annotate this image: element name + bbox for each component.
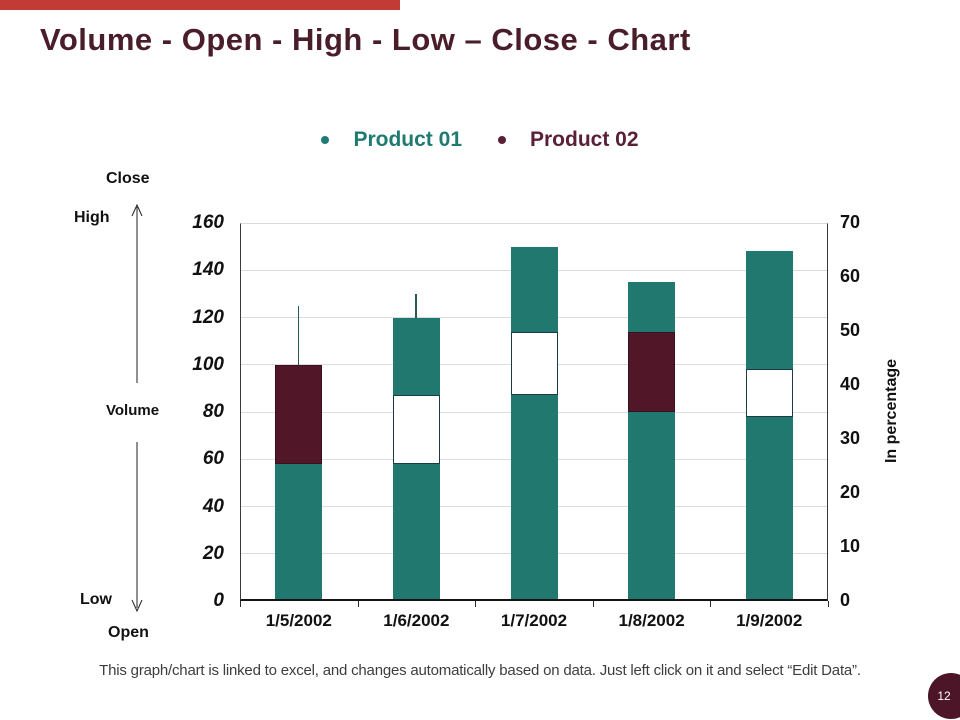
low-label: Low xyxy=(80,591,112,608)
left-axis-tick-label: 60 xyxy=(202,448,224,470)
x-axis-tick xyxy=(240,601,241,607)
x-axis-category-label: 1/7/2002 xyxy=(500,611,568,630)
left-axis-tick-label: 100 xyxy=(192,353,224,375)
right-axis-tick-label: 40 xyxy=(840,374,861,394)
candle-body-down xyxy=(275,364,323,464)
candle-wick xyxy=(297,305,300,365)
right-axis-tick-label: 10 xyxy=(840,536,861,556)
right-axis-tick-label: 0 xyxy=(840,590,851,610)
left-axis-tick-label: 160 xyxy=(192,212,224,233)
x-axis-category-label: 1/8/2002 xyxy=(618,611,685,630)
plot-area[interactable] xyxy=(240,223,828,601)
volume-column xyxy=(510,246,558,600)
up-arrow-icon xyxy=(131,203,143,383)
high-label: High xyxy=(74,209,110,226)
x-axis-category-label: 1/9/2002 xyxy=(736,611,803,630)
open-label: Open xyxy=(108,624,149,641)
legend-item: Product 01 xyxy=(321,128,462,152)
x-axis-tick xyxy=(710,601,712,607)
page-number: 12 xyxy=(937,689,951,703)
left-axis-tick-label: 20 xyxy=(202,542,224,564)
right-axis-tick-label: 30 xyxy=(840,428,861,448)
close-label: Close xyxy=(106,170,150,187)
legend-item: Product 02 xyxy=(498,128,639,152)
left-axis-tick-label: 0 xyxy=(213,590,224,611)
chart-legend: Product 01 Product 02 xyxy=(0,128,960,152)
footer-note: This graph/chart is linked to excel, and… xyxy=(99,662,861,679)
legend-bullet-icon xyxy=(498,136,506,144)
x-axis-category-label: 1/5/2002 xyxy=(265,611,332,630)
candle-body-up xyxy=(510,331,558,396)
accent-bar xyxy=(0,0,400,10)
page-number-badge: 12 xyxy=(928,673,960,719)
legend-item-label: Product 01 xyxy=(353,128,462,151)
right-axis-tick-label: 70 xyxy=(840,212,861,232)
x-axis-tick xyxy=(357,601,359,607)
x-axis-tick xyxy=(475,601,477,607)
legend-bullet-icon xyxy=(321,136,330,144)
right-axis-tick-label: 20 xyxy=(840,482,861,502)
candle-body-up xyxy=(745,369,793,417)
legend-item-label: Product 02 xyxy=(530,128,639,151)
right-axis-tick-label: 60 xyxy=(840,266,861,286)
page-title: Volume - Open - High - Low – Close - Cha… xyxy=(40,22,691,57)
candle-body-down xyxy=(628,331,676,412)
volume-column xyxy=(745,251,793,600)
left-axis-tick-label: 140 xyxy=(192,259,224,281)
x-axis-tick xyxy=(592,601,594,607)
left-axis-tick-label: 120 xyxy=(192,306,224,328)
down-arrow-icon xyxy=(131,442,143,613)
left-axis-tick-label: 80 xyxy=(202,401,224,422)
right-axis-tick-label: 50 xyxy=(840,320,861,340)
x-axis-category-label: 1/6/2002 xyxy=(383,611,450,630)
volume-label: Volume xyxy=(106,402,160,419)
candle-wick xyxy=(415,293,417,318)
right-axis-title: In percentage xyxy=(883,358,900,464)
x-axis-tick xyxy=(828,601,829,607)
candle-body-up xyxy=(392,395,440,464)
left-axis-tick-label: 40 xyxy=(202,495,224,517)
